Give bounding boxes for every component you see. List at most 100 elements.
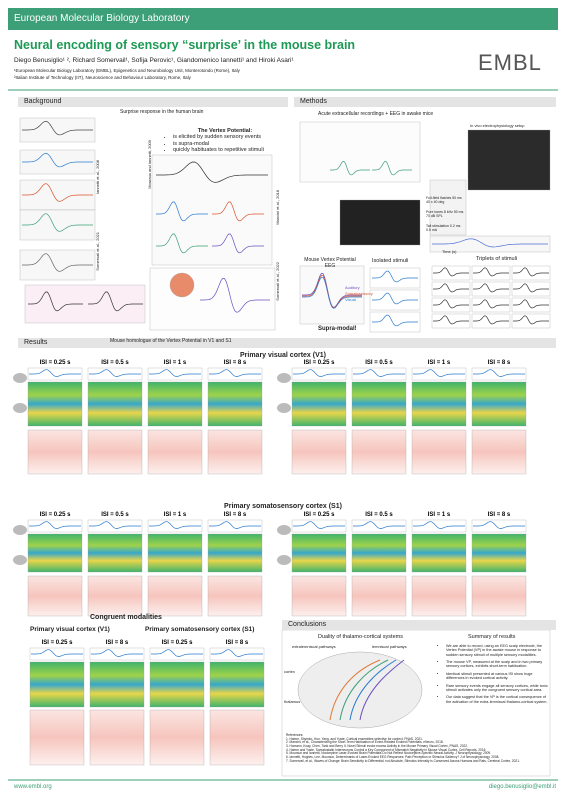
trace [200,277,270,313]
csd-heatmap [147,381,203,427]
trace [293,369,345,377]
authors: Diego Benusiglio¹ ², Richard Somervail¹,… [14,57,294,64]
trace [432,238,548,248]
isi-label: ISI = 0.5 s [365,360,393,366]
section-heading: Background [18,97,288,107]
summary-item: Rare sensory events engage all sensory c… [446,684,550,693]
trace [212,233,264,254]
isi-label: ISI = 8 s [105,640,129,646]
trace [372,270,418,283]
panel-title: Primary somatosensory cortex (S1) [224,503,342,510]
trace-panel [87,367,143,381]
csd-heatmap [147,533,203,573]
trace [473,521,525,529]
trace [89,369,141,377]
stimulus: Full-field flashes 50 ms 40 x 40 deg [426,196,462,205]
reference: 4. Hamm and Yuste, Somatostatin Interneu… [286,747,487,752]
csd-heatmap [351,381,407,427]
reference: 6. Iannetti, Hughes, Lee, Mouraux, Deter… [286,755,500,760]
mua-panel [27,429,83,475]
photo [467,129,551,191]
pathway [349,659,397,721]
topography [169,272,195,298]
trace-panel [351,519,407,533]
csd-heatmap [209,661,265,708]
figure-panel [511,281,551,297]
diagram-label: lemniscal pathways [372,644,407,649]
mua-panel [351,575,407,617]
mua-panel [149,709,205,766]
panel-title: Triplets of stimuli [476,256,518,262]
panel-title: Congruent modalities [90,614,162,621]
stimulus: Tail stimulation 0.2 ms 0.5 mA [426,224,461,233]
csd-heatmap [27,533,83,573]
trace-panel [207,367,263,381]
trace [513,299,549,309]
header-bar [8,8,558,30]
title: Neural encoding of sensory “surprise’ in… [14,38,356,52]
trace-panel [27,367,83,381]
trace [209,369,261,377]
mua-panel [411,575,467,617]
csd-heatmap [411,381,467,427]
citation: Somervail et al., 2021 [95,232,100,271]
figure-title: Surprise response in the human brain [120,109,204,115]
bullet: quickly habituates to repetitive stimuli [173,147,285,153]
figure-panel [431,265,471,281]
trace [22,152,93,168]
reference: 7. Somervail, et al., Waves of Change: B… [286,758,520,763]
brain-icon [13,555,27,565]
isi-label: ISI = 0.5 s [101,360,129,366]
trace [372,292,418,305]
mua-panel [411,429,467,475]
csd-heatmap [207,533,263,573]
trace [302,276,362,309]
figure-panel [431,297,471,313]
trace [156,201,208,222]
csd-heatmap [89,661,145,708]
isi-label: ISI = 1 s [163,512,187,518]
csd-heatmap [471,381,527,427]
trace [209,521,261,529]
brain-icon [277,525,291,535]
trace [353,369,405,377]
citation: Iannetti et al., 2008 [95,160,100,195]
brain-icon [277,555,291,565]
panel-title: Mouse Vertex Potential EEG [304,257,356,269]
supra-modal: Supra-modal! [318,326,357,332]
trace [156,233,208,254]
trace [413,369,465,377]
trace-panel [209,647,265,661]
trace [513,283,549,293]
figure-panel [431,313,471,329]
trace [433,315,469,325]
isi-label: ISI = 0.5 s [101,512,129,518]
trace [330,160,370,176]
mua-panel [87,429,143,475]
figure-panel [429,179,467,236]
brain-icon [13,403,27,413]
brain-icon [277,403,291,413]
eye-images [339,199,421,246]
figure-panel [471,265,511,281]
trace-panel [87,519,143,533]
vertex-title: The Vertex Potential: [197,128,253,134]
figure-panel [471,313,511,329]
panel-title: Primary visual cortex (V1) [30,626,110,633]
figure-panel [471,281,511,297]
mua-panel [87,575,143,617]
figure-panel [511,265,551,281]
figure-panel [299,121,421,183]
figure-panel [24,284,146,324]
csd-heatmap [291,533,347,573]
csd-heatmap [411,533,467,573]
summary-item: Our data suggest that the VP is the cort… [446,695,550,704]
affiliation: ²Italian Institute of Technology (IIT), … [14,75,191,80]
trace-panel [29,647,85,661]
mua-panel [291,575,347,617]
figure-panel [511,297,551,313]
mua-panel [209,709,265,766]
trace [513,267,549,277]
trace-panel [291,367,347,381]
